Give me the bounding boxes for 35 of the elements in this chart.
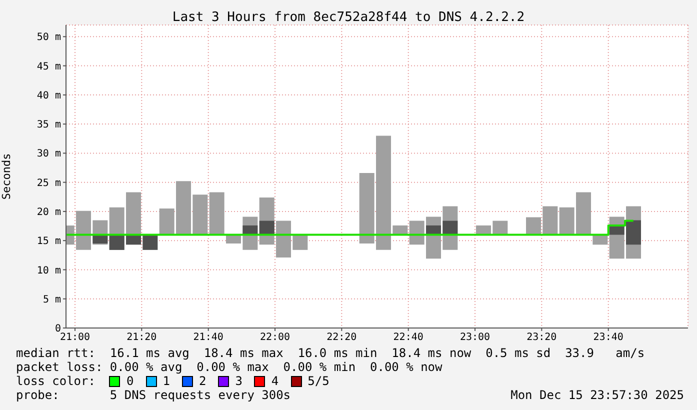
chart-title: Last 3 Hours from 8ec752a28f44 to DNS 4.2.2.2 [171,10,526,25]
y-tick-label: 40 m [36,90,61,102]
x-tick-label: 21:00 [60,332,90,344]
x-tick-label: 22:20 [326,332,357,344]
text: packet loss: 0.00 % avg 0.00 % max 0.00 % min 0.00 % now [16,360,442,374]
x-tick-label: 21:40 [193,332,224,344]
y-tick-label: 35 m [36,120,61,131]
x-tick-label: 23:00 [460,332,490,344]
text: 3 [235,374,242,388]
y-tick-label: 0 [54,324,61,335]
x-tick-label: 22:00 [260,332,290,344]
text: 5/5 [308,374,330,388]
text: 0 [126,374,134,388]
y-tick-label: 50 m [36,32,61,44]
y-tick-label: 30 m [36,148,61,160]
y-tick-label: 20 m [36,207,61,218]
text: Mon Dec 15 23:57:30 2025 [510,388,684,402]
y-tick-label: 10 m [36,265,61,276]
text: 1 [162,374,170,388]
x-tick-label: 23:40 [593,332,624,344]
x-tick-label: 23:20 [526,332,557,344]
x-tick-label: 22:40 [393,332,424,344]
bar [209,192,224,235]
text: probe: 5 DNS requests every 300s [16,388,291,402]
text: median rtt: 16.1 ms avg 18.4 ms max 16.0 ms min 18.4 ms now 0.5 ms sd 33.9 am/s [16,346,645,360]
y-tick-label: 15 m [36,236,61,248]
y-tick-label: 45 m [36,61,61,72]
bar [259,220,274,235]
y-tick-label: 25 m [36,178,61,189]
text: loss color: [16,374,96,388]
text: 2 [198,374,206,388]
y-tick-label: 5 m [42,294,61,306]
text: 4 [271,374,279,388]
x-tick-label: 21:20 [126,332,157,344]
y-axis-title: Seconds [0,153,13,200]
